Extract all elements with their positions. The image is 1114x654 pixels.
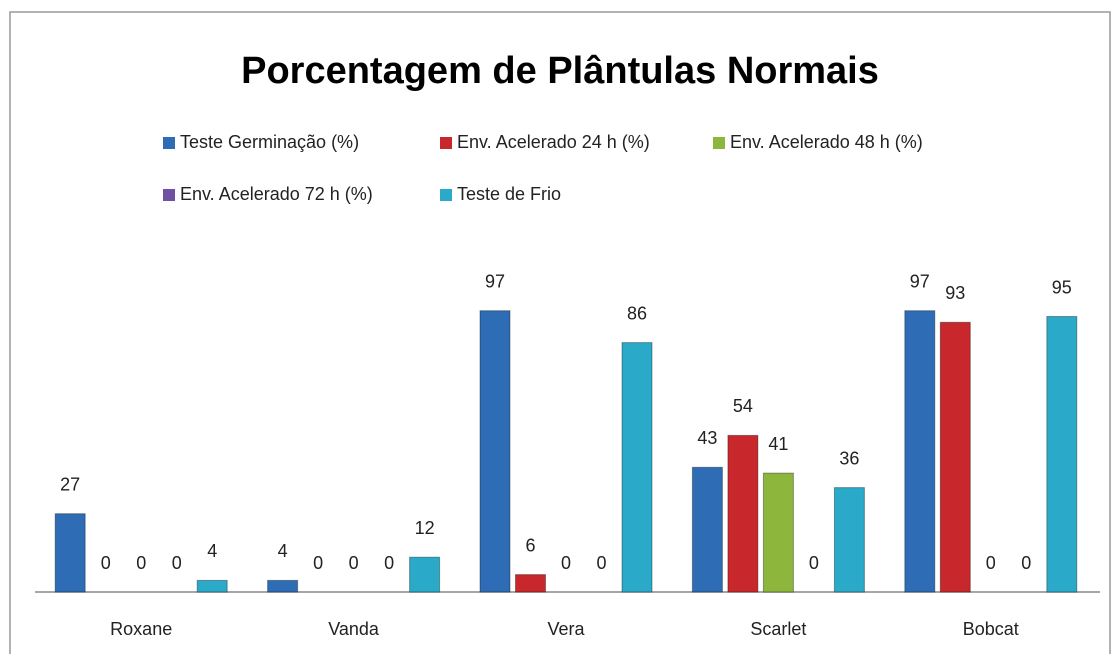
data-label: 0 [101, 553, 111, 573]
bar [1046, 316, 1078, 593]
data-label: 54 [733, 396, 753, 416]
legend-label: Teste de Frio [457, 184, 561, 204]
data-label: 4 [207, 541, 217, 561]
legend-swatch [440, 189, 452, 201]
data-label: 0 [596, 553, 606, 573]
data-label: 95 [1052, 277, 1072, 297]
data-label: 0 [561, 553, 571, 573]
data-label: 0 [986, 553, 996, 573]
bar [762, 472, 794, 593]
legend-label: Env. Acelerado 24 h (%) [457, 132, 650, 152]
bar [727, 434, 759, 593]
data-label: 0 [809, 553, 819, 573]
data-label: 6 [525, 535, 535, 555]
data-label: 0 [1021, 553, 1031, 573]
bar [479, 310, 511, 593]
x-tick-label: Scarlet [750, 619, 806, 639]
bar [267, 579, 299, 593]
bar [54, 513, 86, 593]
x-tick-label: Vanda [328, 619, 380, 639]
data-label: 97 [485, 271, 505, 291]
bar [904, 310, 936, 593]
legend-label: Env. Acelerado 48 h (%) [730, 132, 923, 152]
data-label: 12 [415, 518, 435, 538]
data-label: 41 [768, 434, 788, 454]
legend-label: Teste Germinação (%) [180, 132, 359, 152]
bar [515, 574, 546, 593]
data-label: 43 [697, 428, 717, 448]
data-label: 0 [384, 553, 394, 573]
x-tick-label: Vera [547, 619, 585, 639]
data-label: 0 [136, 553, 146, 573]
x-tick-label: Roxane [110, 619, 172, 639]
bar [833, 487, 865, 593]
data-label: 0 [172, 553, 182, 573]
data-label: 86 [627, 303, 647, 323]
bar [691, 466, 723, 593]
data-label: 4 [278, 541, 288, 561]
bar [409, 556, 441, 593]
data-label: 97 [910, 271, 930, 291]
legend-swatch [163, 137, 175, 149]
bar [939, 321, 971, 593]
legend-swatch [713, 137, 725, 149]
data-label: 27 [60, 474, 80, 494]
bar [196, 579, 228, 593]
data-label: 36 [839, 448, 859, 468]
chart-frame [9, 11, 1111, 654]
bar [621, 342, 653, 593]
legend-swatch [440, 137, 452, 149]
legend-label: Env. Acelerado 72 h (%) [180, 184, 373, 204]
legend-swatch [163, 189, 175, 201]
data-label: 0 [313, 553, 323, 573]
data-label: 0 [349, 553, 359, 573]
x-tick-label: Bobcat [963, 619, 1019, 639]
chart-title: Porcentagem de Plântulas Normais [241, 50, 879, 92]
data-label: 93 [945, 283, 965, 303]
